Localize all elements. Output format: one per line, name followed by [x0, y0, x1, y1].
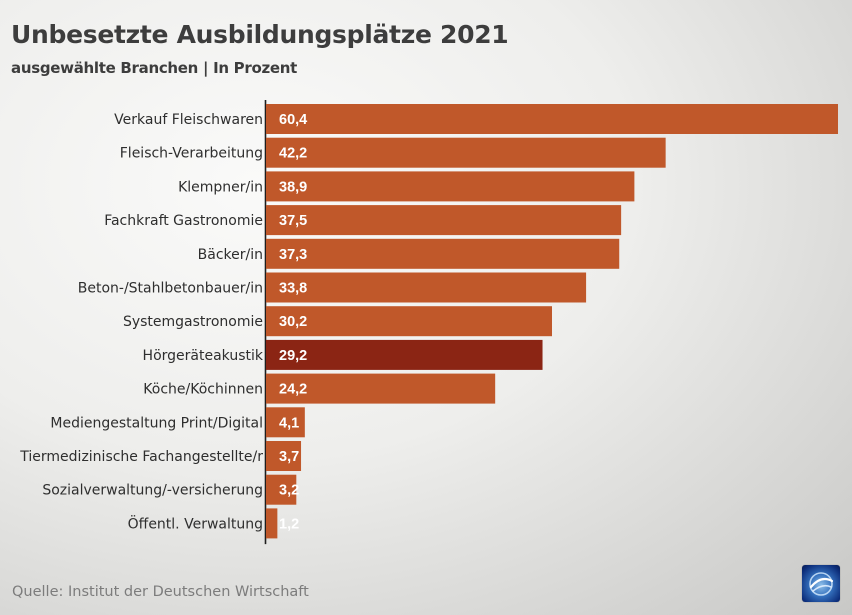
- category-label: Mediengestaltung Print/Digital: [50, 415, 263, 431]
- category-label: Öffentl. Verwaltung: [128, 514, 263, 532]
- bar: [266, 272, 587, 303]
- value-label: 3,7: [279, 449, 299, 465]
- globe-icon: [809, 572, 834, 596]
- bar: [266, 137, 666, 168]
- bar: [266, 441, 302, 471]
- category-label: Beton-/Stahlbetonbauer/in: [78, 281, 263, 297]
- category-label: Tiermedizinische Fachangestellte/r: [19, 449, 263, 465]
- category-label: Bäcker/in: [198, 247, 263, 263]
- value-label: 33,8: [279, 281, 307, 297]
- value-label: 37,3: [279, 247, 307, 263]
- category-label: Verkauf Fleischwaren: [114, 112, 263, 128]
- bar: [266, 407, 305, 438]
- category-label: Hörgeräteakustik: [143, 348, 264, 364]
- bar: [266, 339, 543, 370]
- broadcaster-globe-logo: [802, 565, 840, 602]
- category-label: Sozialverwaltung/-versicherung: [42, 483, 263, 499]
- bar: [266, 205, 622, 236]
- category-label: Klempner/in: [178, 179, 263, 195]
- source-note: Quelle: Institut der Deutschen Wirtschaf…: [12, 584, 309, 600]
- chart-subtitle: ausgewählte Branchen | In Prozent: [11, 59, 298, 77]
- category-label: Fachkraft Gastronomie: [104, 213, 263, 229]
- bar: [266, 306, 552, 337]
- value-label: 3,2: [279, 483, 299, 499]
- category-label: Köche/Köchinnen: [143, 382, 263, 398]
- value-label: 1,2: [279, 516, 299, 532]
- category-label: Fleisch-Verarbeitung: [120, 146, 263, 162]
- value-label: 4,1: [279, 415, 299, 431]
- bar: [266, 508, 278, 539]
- value-label: 37,5: [279, 213, 307, 229]
- bar: [266, 238, 620, 269]
- value-label: 42,2: [279, 146, 307, 162]
- bar: [266, 373, 496, 404]
- value-label: 38,9: [279, 179, 307, 195]
- bar: [266, 104, 838, 134]
- value-label: 24,2: [279, 382, 307, 398]
- chart-title: Unbesetzte Ausbildungsplätze 2021: [11, 20, 509, 49]
- value-label: 29,2: [279, 348, 307, 364]
- value-label: 60,4: [279, 112, 307, 128]
- bar: [266, 474, 297, 505]
- bar: [266, 171, 635, 202]
- value-label: 30,2: [279, 314, 307, 330]
- category-label: Systemgastronomie: [123, 314, 263, 330]
